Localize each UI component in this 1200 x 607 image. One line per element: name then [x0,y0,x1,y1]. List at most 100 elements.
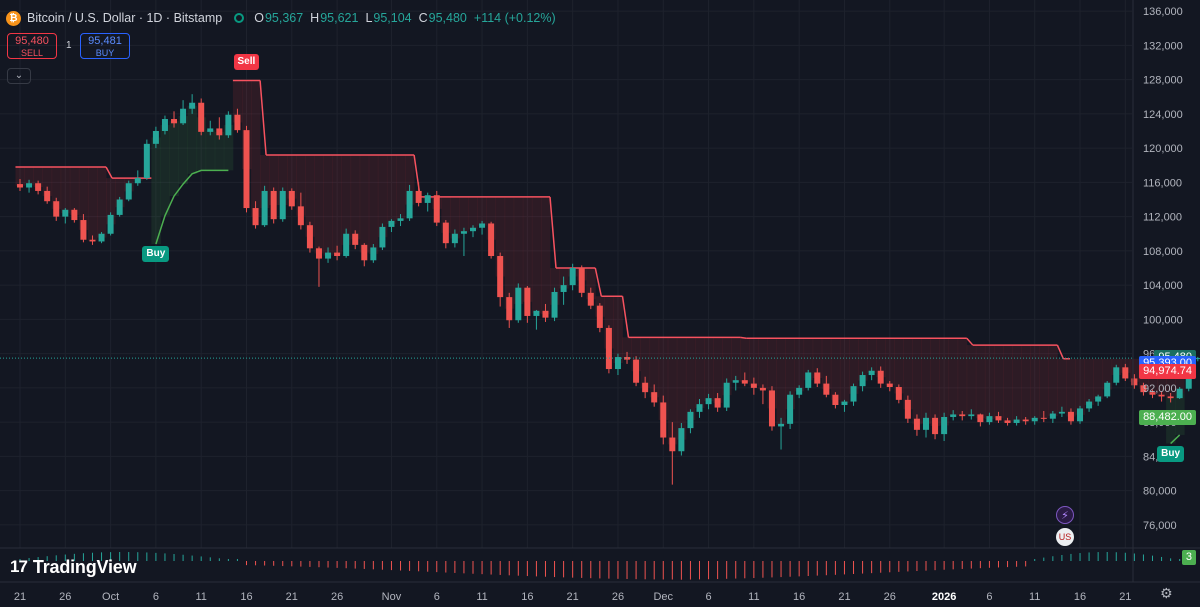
supertrend-fill-band [776,338,786,426]
candle [1067,411,1074,422]
ohlc-readout: O 95,367 H 95,621 L 95,104 C 95,480 +114… [254,11,561,25]
time-tick-label: 2026 [932,591,956,603]
supertrend-fill-band [930,338,940,426]
candle [442,222,449,244]
oscillator-histogram [19,552,1181,580]
supertrend-fill-band [513,196,524,304]
supertrend-fill-band [993,345,1004,419]
price-tick-label: 116,000 [1143,177,1182,189]
supertrend-line-step [259,80,267,156]
candle [1058,411,1065,414]
candle [470,227,476,232]
supertrend-lines [15,79,1181,445]
candle [796,387,803,395]
time-tick-label: 21 [14,591,26,603]
collapse-legend-button[interactable]: ⌄ [7,68,31,84]
supertrend-line-step [413,154,421,198]
candle [750,383,757,388]
candle [823,383,830,395]
supertrend-support-band [205,130,216,171]
supertrend-fill-band [251,80,261,217]
candle [17,184,23,188]
candle [497,256,504,298]
time-tick-label: Dec [653,591,673,603]
market-status-icon [234,13,245,23]
candle [297,206,304,226]
candle [551,291,558,318]
us-flag-icon[interactable]: US [1056,528,1074,546]
candle [732,380,739,383]
tradingview-logo[interactable]: 17 TradingView [10,556,137,578]
supertrend-down-tag: 94,974.74 [1139,363,1196,379]
supertrend-fill-band [722,337,732,396]
price-tick-label: 108,000 [1143,246,1183,258]
supertrend-fill-band [531,196,542,314]
supertrend-fill-band [975,345,986,419]
candle [1040,417,1047,419]
candle [805,372,812,388]
supertrend-fill-band [622,337,632,359]
candle [741,380,748,384]
candle [913,418,920,430]
candle [506,297,513,321]
supertrend-support-line [1170,434,1181,445]
change-value: +114 (+0.12%) [473,11,556,25]
candle [895,387,902,400]
candle [587,292,594,306]
supertrend-fill-band [957,338,968,416]
candle [768,390,775,427]
candle [542,310,549,318]
supertrend-fill-band [966,345,977,416]
candle [98,233,105,242]
candle [171,119,178,124]
time-tick-label: 11 [1029,591,1040,603]
price-tick-label: 100,000 [1143,314,1183,326]
bolt-icon[interactable]: ⚡ [1056,506,1074,524]
time-tick-label: 21 [1119,591,1131,603]
buy-button[interactable]: 95,481 BUY [80,33,130,59]
candle [1013,419,1020,423]
candle [479,223,486,228]
sell-button[interactable]: 95,480 SELL [7,33,57,59]
supertrend-fill-band [106,178,116,225]
time-tick-label: 16 [1074,591,1086,603]
supertrend-fill-band [821,338,832,390]
supertrend-fill [15,80,1194,445]
candle [44,190,51,202]
candle [143,143,150,179]
supertrend-fill-band [704,337,714,402]
symbol-title[interactable]: Bitcoin / U.S. Dollar · 1D · Bitstamp [27,11,223,25]
close-value: 95,480 [428,11,467,25]
supertrend-fill-band [278,154,288,206]
candle [605,327,612,370]
candle [26,183,33,188]
candle [696,404,703,412]
candle [1167,396,1174,399]
supertrend-up-tag: 88,482.00 [1139,409,1196,425]
supertrend-fill-band [441,196,451,233]
supertrend-fill-band [97,166,107,238]
candle [161,119,168,131]
candle [152,131,159,144]
time-tick-label: 26 [331,591,343,603]
time-tick-label: 16 [793,591,805,603]
supertrend-fill-band [694,337,705,408]
candle [62,209,69,217]
candle [397,218,404,221]
time-tick-label: 26 [612,591,624,603]
time-tick-label: 21 [286,591,298,603]
gear-icon[interactable]: ⚙ [1160,585,1173,601]
supertrend-fill-band [1102,358,1113,390]
candle [80,220,87,240]
spread-value: 1 [66,40,72,51]
price-tick-label: 76,000 [1143,520,1177,532]
supertrend-fill-band [260,154,270,209]
candle [53,201,60,217]
supertrend-fill-band [1066,358,1076,417]
close-label: C [418,11,428,25]
candle [714,398,721,408]
supertrend-fill-band [1030,345,1040,420]
supertrend-fill-band [395,154,406,220]
